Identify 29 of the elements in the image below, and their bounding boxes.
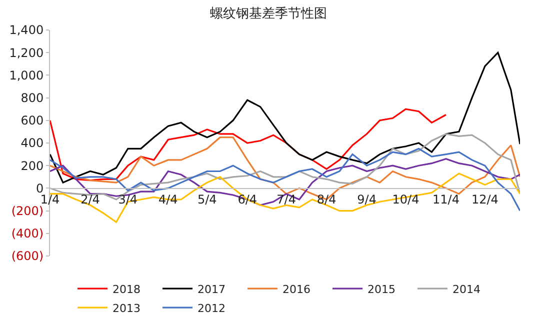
y-tick-label: 0 — [36, 181, 44, 196]
y-tick-label: (600) — [11, 249, 44, 264]
legend-label: 2012 — [198, 302, 226, 315]
legend-label: 2018 — [112, 282, 140, 296]
y-tick-label: 1,200 — [9, 46, 44, 60]
x-tick-label: 2/4 — [80, 192, 100, 207]
x-tick-label: 5/4 — [197, 192, 217, 207]
chart-title: 螺纹钢基差季节性图 — [210, 6, 327, 22]
x-tick-label: 3/4 — [118, 192, 138, 207]
y-tick-label: 800 — [20, 91, 44, 105]
y-tick-label: 1,000 — [9, 68, 44, 82]
y-tick-label: 1,400 — [9, 23, 44, 38]
x-tick-label: 12/4 — [471, 192, 498, 207]
line-series — [50, 52, 520, 184]
y-tick-label: (200) — [11, 204, 44, 218]
x-tick-label: 1/4 — [40, 192, 60, 207]
legend-label: 2017 — [198, 282, 226, 296]
y-tick-label: 400 — [20, 136, 44, 150]
line-series — [50, 108, 447, 182]
y-tick-label: 200 — [20, 158, 44, 173]
y-tick-label: 600 — [20, 114, 44, 128]
legend-label: 2014 — [452, 282, 480, 296]
legend-label: 2015 — [368, 282, 396, 296]
x-tick-label: 9/4 — [357, 192, 376, 207]
x-tick-label: 11/4 — [432, 192, 460, 207]
legend-label: 2013 — [112, 302, 140, 315]
y-tick-label: (400) — [11, 226, 44, 241]
x-tick-label: 7/4 — [276, 192, 296, 207]
legend-label: 2016 — [282, 282, 310, 296]
